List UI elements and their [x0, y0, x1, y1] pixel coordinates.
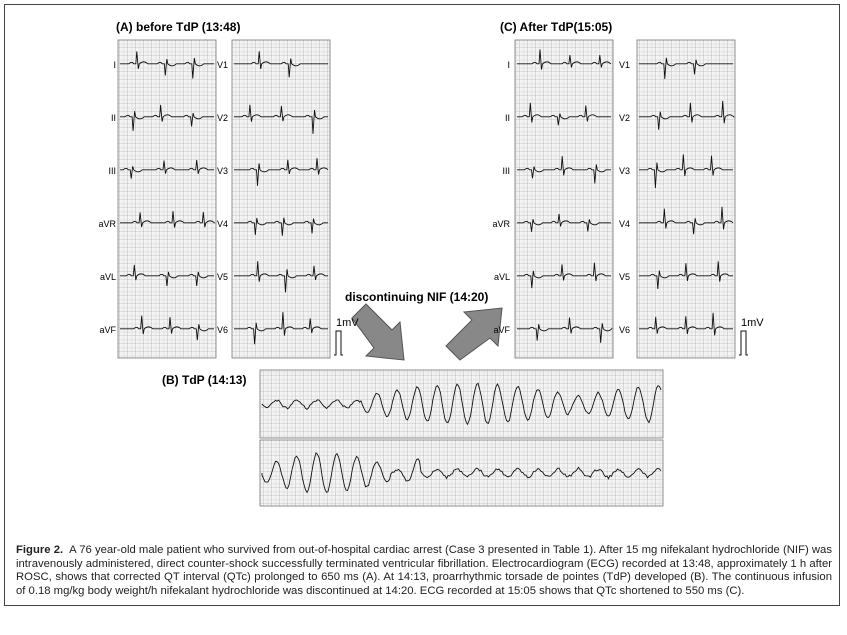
lead-label: II: [111, 113, 116, 123]
ecg-trace: [639, 57, 733, 80]
lead-label: V6: [217, 325, 228, 335]
calibration-pulse: [334, 330, 343, 356]
lead-label: aVF: [99, 325, 116, 335]
lead-label: III: [502, 166, 510, 176]
ecg-strip: [117, 39, 217, 359]
lead-label: aVR: [492, 219, 510, 229]
arrow-label: discontinuing NIF (14:20): [345, 290, 488, 304]
lead-label: V1: [217, 60, 228, 70]
panel-title: (C) After TdP(15:05): [500, 20, 612, 34]
arrow: [445, 307, 503, 361]
lead-label: V4: [619, 219, 630, 229]
ecg-trace: [234, 217, 328, 236]
lead-label: V5: [619, 272, 630, 282]
calibration-pulse: [739, 330, 748, 356]
lead-label: V6: [619, 325, 630, 335]
lead-label: V2: [217, 113, 228, 123]
ecg-trace: [517, 156, 611, 184]
lead-label: aVL: [494, 272, 510, 282]
ecg-strip: [259, 369, 664, 439]
ecg-trace: [639, 206, 734, 235]
ecg-trace: [517, 262, 611, 289]
figure-frame: [4, 4, 840, 606]
ecg-trace: [517, 213, 611, 232]
calibration-label: 1mV: [741, 317, 764, 329]
ecg-trace: [120, 264, 214, 287]
arrow: [351, 303, 405, 361]
figure: (A) before TdP (13:48) (C) After TdP(15:…: [98, 20, 764, 507]
ecg-trace: [639, 100, 735, 130]
lead-label: aVL: [100, 272, 116, 282]
caption: Figure 2. A 76 year-old male patient who …: [16, 544, 832, 598]
ecg-trace: [120, 104, 214, 131]
ecg-trace: [234, 261, 328, 293]
ecg-trace: [261, 452, 662, 494]
lead-label: aVF: [493, 325, 510, 335]
ecg-trace: [120, 211, 216, 228]
calibration-label: 1mV: [336, 317, 359, 329]
panel-title: (B) TdP (14:13): [162, 373, 246, 387]
lead-label: aVR: [98, 219, 116, 229]
lead-label: I: [507, 60, 510, 70]
caption-text: A 76 year-old male patient who survived …: [16, 544, 832, 597]
lead-label: V3: [619, 166, 630, 176]
ecg-trace: [234, 312, 328, 345]
ecg-trace: [639, 154, 733, 189]
ecg-trace: [120, 51, 214, 79]
ecg-trace: [639, 312, 733, 336]
ecg-trace: [234, 158, 329, 186]
ecg-strip: [259, 439, 664, 507]
ecg-trace: [234, 104, 328, 134]
lead-label: V2: [619, 113, 630, 123]
ecg-trace: [517, 102, 611, 126]
ecg-trace: [261, 382, 662, 426]
lead-label: V5: [217, 272, 228, 282]
lead-label: V4: [217, 219, 228, 229]
ecg-trace: [234, 51, 328, 78]
lead-label: I: [113, 60, 116, 70]
ecg-trace: [639, 261, 733, 290]
ecg-trace: [517, 49, 612, 70]
ecg-strip: [231, 39, 331, 359]
ecg-strip: [636, 39, 736, 359]
lead-label: III: [108, 166, 116, 176]
ecg-strip: [514, 39, 614, 359]
lead-label: V3: [217, 166, 228, 176]
lead-label: II: [505, 113, 510, 123]
caption-label: Figure 2.: [16, 544, 64, 556]
ecg-trace: [120, 315, 214, 341]
lead-label: V1: [619, 60, 630, 70]
ecg-trace: [517, 317, 613, 343]
ecg-trace: [120, 160, 214, 179]
panel-title: (A) before TdP (13:48): [116, 20, 240, 34]
